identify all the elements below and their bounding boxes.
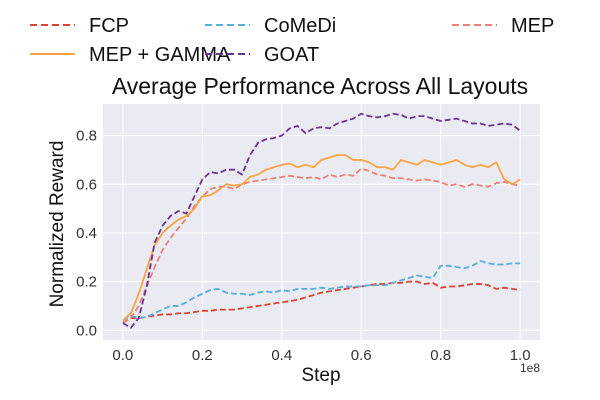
series-line-fcp: [122, 280, 521, 324]
plot-area: [103, 104, 540, 340]
y-tick-label: 0.8: [76, 128, 97, 145]
x-ticks: 0.0 0.2 0.4 0.6 0.8 1.0: [112, 347, 530, 364]
x-axis-label: Step: [301, 365, 340, 386]
x-tick-label: 0.0: [112, 347, 133, 364]
legend-item-mep-gamma: MEP + GAMMA: [30, 44, 231, 66]
legend-item-fcp: FCP: [30, 15, 129, 37]
chart-title: Average Performance Across All Layouts: [112, 73, 528, 99]
legend: FCP CoMeDi MEP MEP + GAMMA GOAT: [30, 15, 554, 66]
x-tick-label: 1.0: [510, 347, 531, 364]
x-tick-label: 0.2: [192, 347, 213, 364]
y-tick-label: 0.6: [76, 176, 97, 193]
legend-label: CoMeDi: [264, 15, 336, 37]
series-line-goat: [122, 112, 521, 329]
legend-item-mep: MEP: [452, 15, 554, 37]
grid: [103, 104, 540, 340]
y-tick-label: 0.4: [76, 225, 97, 242]
y-tick-label: 0.0: [76, 322, 97, 339]
y-axis-label: Normalized Reward: [47, 141, 68, 308]
legend-item-comedi: CoMeDi: [205, 15, 336, 37]
x-tick-label: 0.6: [351, 347, 372, 364]
series-layer: [122, 112, 521, 329]
x-offset-label: 1e8: [520, 361, 540, 375]
y-ticks: 0.0 0.2 0.4 0.6 0.8: [76, 128, 97, 340]
series-line-mep-gamma: [122, 154, 521, 322]
legend-label: FCP: [89, 15, 129, 37]
legend-label: MEP: [511, 15, 554, 37]
legend-label: GOAT: [264, 44, 319, 66]
series-line-comedi: [122, 260, 521, 322]
legend-item-goat: GOAT: [205, 44, 319, 66]
x-tick-label: 0.4: [271, 347, 292, 364]
y-tick-label: 0.2: [76, 274, 97, 291]
legend-label: MEP + GAMMA: [89, 44, 231, 66]
x-tick-label: 0.8: [430, 347, 451, 364]
